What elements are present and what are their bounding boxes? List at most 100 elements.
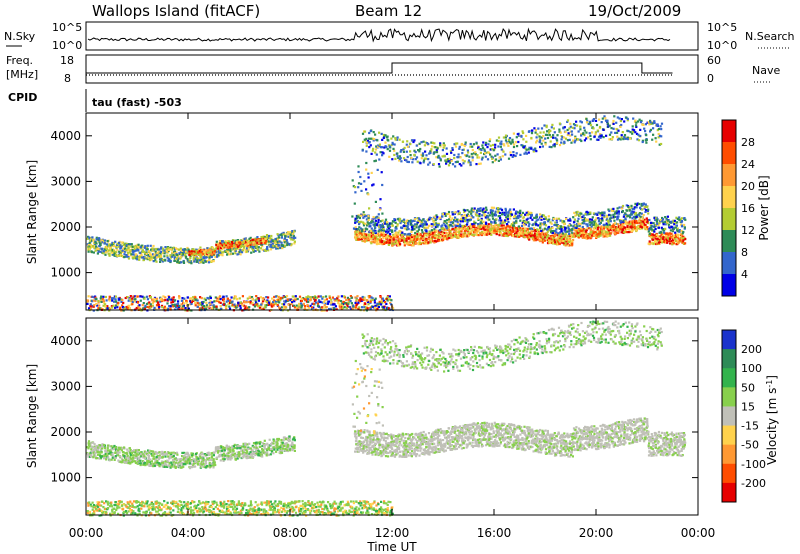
- power-echo: [435, 151, 439, 154]
- power-echo: [409, 241, 412, 244]
- power-echo: [676, 227, 679, 230]
- power-echo: [643, 127, 646, 130]
- power-echo: [425, 228, 428, 231]
- power-echo: [378, 235, 381, 238]
- power-echo: [239, 253, 242, 256]
- power-echo: [161, 260, 164, 263]
- power-echo: [560, 229, 563, 232]
- power-echo: [162, 252, 165, 255]
- power-echo: [653, 217, 656, 220]
- power-echo: [243, 237, 246, 240]
- power-echo: [418, 142, 421, 145]
- power-echo: [664, 234, 667, 237]
- power-echo: [490, 155, 493, 158]
- power-echo: [359, 238, 362, 241]
- power-echo: [86, 301, 89, 304]
- power-echo: [478, 226, 482, 229]
- power-echo: [252, 245, 255, 248]
- power-echo: [357, 233, 360, 236]
- power-echo: [483, 149, 486, 152]
- power-echo: [127, 243, 130, 246]
- power-echo: [561, 236, 564, 239]
- power-echo: [277, 236, 281, 239]
- power-echo: [621, 131, 624, 134]
- power-echo: [397, 243, 400, 247]
- power-echo: [426, 234, 429, 237]
- power-echo: [662, 223, 665, 226]
- power-echo: [637, 213, 640, 216]
- power-echo: [578, 233, 581, 236]
- power-echo: [464, 143, 467, 146]
- power-echo: [89, 243, 92, 246]
- power-echo: [524, 147, 527, 150]
- power-echo: [648, 240, 651, 243]
- power-echo: [173, 254, 176, 257]
- power-echo: [113, 300, 116, 303]
- power-echo: [498, 230, 501, 233]
- power-echo: [381, 223, 384, 226]
- power-echo: [631, 229, 634, 232]
- power-echo: [139, 299, 142, 302]
- power-echo: [480, 222, 483, 225]
- power-echo: [451, 213, 454, 216]
- power-echo: [654, 239, 657, 242]
- power-echo: [442, 236, 445, 239]
- power-echo: [552, 217, 555, 221]
- power-echo: [100, 300, 103, 303]
- power-echo: [432, 216, 435, 219]
- power-echo: [365, 137, 368, 140]
- power-echo: [431, 141, 434, 144]
- power-echo: [192, 254, 195, 257]
- power-echo: [464, 154, 467, 157]
- power-echo: [577, 236, 580, 239]
- power-echo: [597, 235, 600, 238]
- power-echo: [589, 212, 592, 215]
- power-echo: [255, 245, 258, 248]
- freq-tick-high: 18: [60, 54, 74, 67]
- power-echo: [110, 243, 113, 246]
- power-echo: [558, 128, 561, 131]
- power-echo: [290, 236, 293, 239]
- power-echo: [366, 139, 370, 142]
- power-echo: [571, 243, 574, 246]
- power-echo: [674, 226, 678, 229]
- power-echo: [658, 222, 661, 225]
- power-echo: [105, 299, 108, 302]
- power-echo: [494, 214, 497, 217]
- power-echo: [654, 227, 657, 231]
- power-echo: [653, 235, 656, 239]
- power-echo: [411, 238, 414, 241]
- power-echo: [497, 145, 500, 148]
- power-echo: [112, 242, 116, 245]
- power-echo: [623, 213, 626, 217]
- power-echo: [128, 251, 131, 254]
- power-echo: [428, 218, 431, 221]
- power-echo: [229, 248, 232, 251]
- power-echo: [609, 220, 612, 223]
- power-echo: [672, 221, 675, 224]
- power-echo: [617, 215, 620, 218]
- power-echo: [518, 134, 521, 137]
- power-echo: [200, 258, 203, 261]
- power-echo: [410, 226, 414, 229]
- power-echo: [107, 306, 110, 310]
- power-echo: [454, 142, 457, 145]
- power-echo: [612, 209, 615, 213]
- power-echo: [356, 220, 359, 223]
- power-echo: [139, 246, 142, 249]
- power-echo: [461, 152, 464, 155]
- power-echo: [178, 252, 181, 255]
- power-echo: [93, 246, 96, 250]
- power-echo: [405, 159, 408, 162]
- power-echo: [215, 245, 218, 248]
- power-echo: [490, 227, 493, 231]
- power-echo: [539, 238, 543, 241]
- power-echo: [487, 218, 490, 221]
- power-echo: [620, 207, 623, 210]
- power-echo: [612, 207, 615, 210]
- power-echo: [114, 306, 117, 309]
- power-echo: [128, 307, 131, 310]
- power-echo: [601, 211, 604, 214]
- power-echo: [415, 238, 418, 241]
- power-echo: [98, 248, 101, 251]
